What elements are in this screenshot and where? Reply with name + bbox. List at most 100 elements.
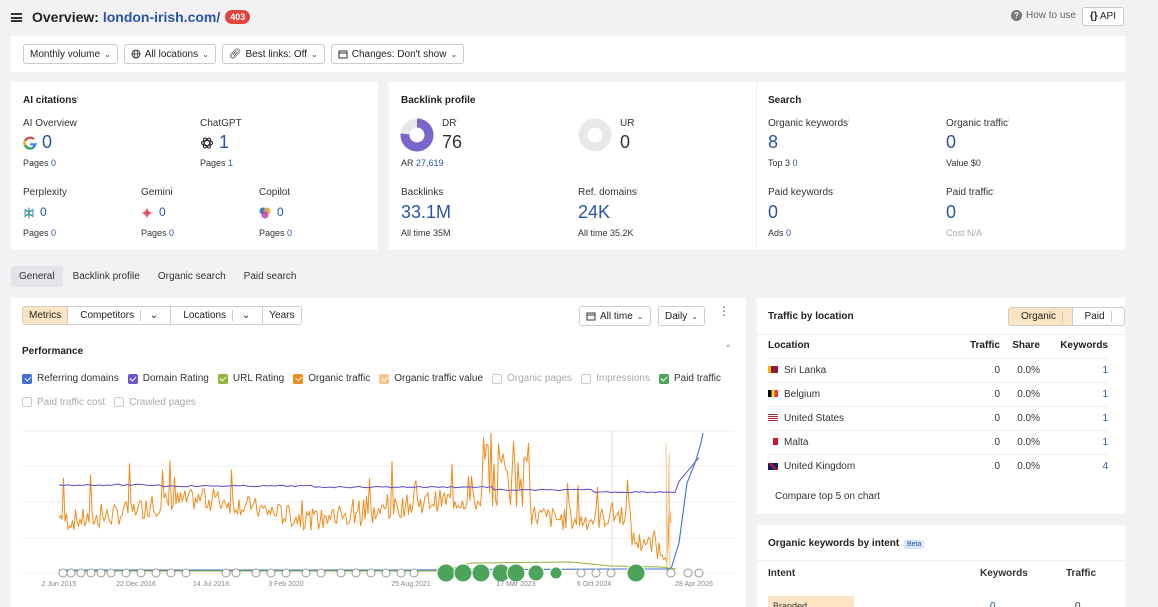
table-row[interactable]: United Kingdom 0 0.0% 4 [768,453,1108,478]
checkbox-icon [114,397,125,407]
checkbox-icon [492,373,503,384]
metric-checkbox[interactable]: Referring domains [22,368,119,389]
ur-donut [578,118,612,152]
paid-toggle[interactable]: Paid 0 [1073,308,1124,325]
divider [757,334,1125,335]
menu-icon[interactable] [11,12,22,22]
col-share[interactable]: Share [1012,340,1040,352]
tab-general[interactable]: General [11,266,63,287]
metric-checkbox-label: Organic pages [507,373,573,384]
metric-checkbox[interactable]: Crawled pages [114,392,196,413]
organic-toggle[interactable]: Organic 5 [1009,308,1073,325]
share-cell: 0.0% [1000,357,1040,382]
metric-checkbox[interactable]: Domain Rating [127,368,209,389]
tab-competitors[interactable]: Competitors ⌄ [68,307,172,324]
granularity-dropdown[interactable]: Daily ⌄ [658,306,705,326]
col-keywords[interactable]: Keywords [1060,340,1108,352]
keywords-cell[interactable]: 1 [1040,381,1108,406]
x-tick-label: 22 Dec 2016 [116,581,156,588]
how-to-use-link[interactable]: ? How to use [1010,10,1076,21]
perplexity-value[interactable]: 0 [40,205,47,219]
api-button[interactable]: {} API [1081,7,1124,26]
paid-traffic-marker [121,568,131,578]
organic-keywords-value[interactable]: 8 [768,132,779,152]
gemini-value[interactable]: 0 [159,205,166,219]
keywords-cell-text: 1 [1102,364,1108,376]
volume-mode-dropdown[interactable]: Monthly volume ⌄ [23,44,118,64]
ai-overview-value[interactable]: 0 [42,132,53,152]
top-bar: Overview: london-irish.com/ 403 ? How to… [0,0,1136,34]
metric-checkbox[interactable]: Organic pages [492,368,572,389]
chevron-down-icon: ⌄ [202,49,209,59]
keywords-cell-text: 1 [1102,412,1108,424]
performance-title: Performance [22,346,84,357]
more-options-icon[interactable]: ⋮ [718,304,730,318]
col-location[interactable]: Location [768,340,810,352]
metric-checkbox[interactable]: Organic traffic [293,368,370,389]
backlink-search-card: Backlink profile DRⁱ 76 AR 27,619 URⁱ 0 … [389,82,1125,250]
period-dropdown[interactable]: All time ⌄ [579,306,651,326]
keywords-cell[interactable]: 4 [1040,453,1108,478]
chevron-down-icon: ⌄ [241,310,251,321]
table-row[interactable]: Sri Lanka 0 0.0% 1 [768,357,1108,382]
location-dropdown[interactable]: All locations ⌄ [123,44,216,64]
tab-organic-search[interactable]: Organic search [157,271,226,282]
keywords-cell-text: 1 [1102,388,1108,400]
collapse-icon[interactable]: ⌃ [724,344,733,355]
keywords-cell[interactable]: 1 [1040,429,1108,454]
backlinks-value[interactable]: 33.1M [401,202,452,222]
chatgpt-value[interactable]: 1 [219,132,230,152]
paid-traffic-marker [506,563,526,583]
x-tick-label: 2 Jun 2015 [42,581,77,588]
table-row[interactable]: Malta 0 0.0% 1 [768,429,1108,454]
paid-traffic-value[interactable]: 0 [946,202,957,222]
tab-years[interactable]: Years [269,310,295,321]
intent-branded-keywords[interactable]: 0 [990,601,996,607]
paid-traffic-marker [351,568,361,578]
paid-traffic-marker [231,568,241,578]
refdomains-value[interactable]: 24K [578,202,611,222]
paid-traffic-marker [96,568,106,578]
metric-checkbox[interactable]: URL Rating [217,368,284,389]
copilot-value[interactable]: 0 [277,205,284,219]
organic-traffic-value[interactable]: 0 [946,132,957,152]
metric-checkbox-label: Crawled pages [129,396,196,408]
paid-keywords-value[interactable]: 0 [768,202,779,222]
keywords-cell[interactable]: 1 [1040,357,1108,382]
table-header-row: Location Traffic Share Keywords [768,334,1108,358]
tab-paid-search[interactable]: Paid search [243,271,297,282]
chatgpt-label: ChatGPT [200,118,242,129]
keywords-cell[interactable]: 1 [1040,405,1108,430]
best-links-dropdown[interactable]: 🔗︎ Best links: Off ⌄ [221,44,325,64]
checkbox-icon [22,373,32,384]
metric-checkbox[interactable]: Organic traffic value [379,368,483,389]
share-cell: 0.0% [1000,429,1040,454]
paid-traffic-label: Paid trafficⁱ [946,187,995,198]
paid-traffic-marker [66,568,76,578]
paid-traffic-marker [453,563,473,583]
changes-dropdown[interactable]: Changes: Don't show ⌄ [330,44,465,64]
performance-chart[interactable]: 2 Jun 2015 22 Dec 2016 14 Jul 2018 3 Feb 20… [11,423,746,588]
copilot-icon [259,207,271,219]
metric-checkbox[interactable]: Paid traffic cost [22,392,105,413]
traffic-cell: 0 [948,357,1000,382]
col-traffic[interactable]: Traffic [969,340,1000,352]
table-row[interactable]: Belgium 0 0.0% 1 [768,381,1108,406]
paid-traffic-marker [106,568,116,578]
series-organic-traffic [58,432,672,562]
share-cell-text: 0.0% [1017,388,1040,400]
tab-locations[interactable]: Locations ⌄ [171,307,264,324]
metric-checkbox[interactable]: Paid traffic [658,368,721,389]
metric-checkbox[interactable]: Impressions [581,368,650,389]
granularity-label: Daily [665,310,688,322]
table-row[interactable]: United States 0 0.0% 1 [768,405,1108,430]
tab-backlink-profile[interactable]: Backlink profile [72,271,140,282]
tab-metrics[interactable]: Metrics [23,307,69,324]
chart-mode-tabs: Metrics Competitors ⌄ Locations ⌄ Years [22,306,302,325]
x-tick-label: 14 Jul 2018 [193,581,229,588]
chevron-down-icon: ⌄ [691,311,698,321]
filter-bar: Monthly volume ⌄ All locations ⌄ 🔗︎ Best l… [11,36,1125,72]
compare-top5-button[interactable]: Compare top 5 on chart [775,491,881,502]
target-domain[interactable]: london-irish.com/ [102,9,221,25]
intent-branded[interactable]: Branded [768,596,854,607]
